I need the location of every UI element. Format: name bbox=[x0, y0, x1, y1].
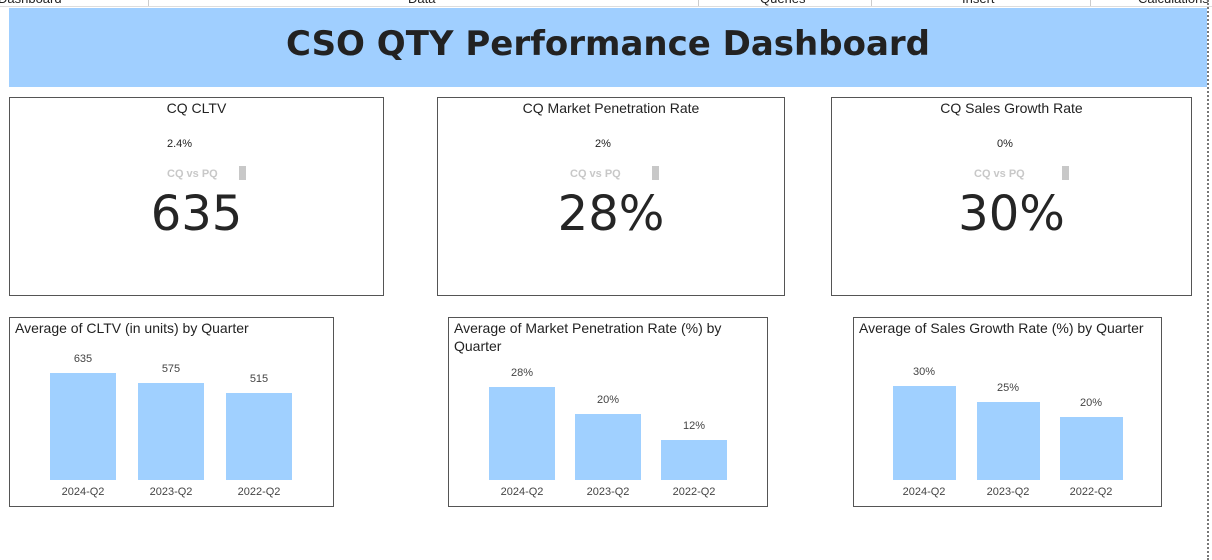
data-label: 28% bbox=[510, 367, 534, 379]
bar bbox=[1059, 417, 1123, 480]
ribbon-tab[interactable]: Data bbox=[408, 0, 435, 6]
bar bbox=[976, 401, 1040, 480]
header: CSO QTY Performance Dashboard bbox=[9, 8, 1207, 87]
data-label: 20% bbox=[596, 393, 620, 406]
bar bbox=[661, 440, 727, 480]
canvas-edge bbox=[1207, 0, 1209, 560]
bar bbox=[489, 387, 555, 480]
kpi-compare-label: CQ vs PQ bbox=[570, 168, 621, 180]
kpi-compare-label: CQ vs PQ bbox=[167, 168, 218, 180]
data-label: 25% bbox=[996, 381, 1020, 394]
ribbon-separator bbox=[871, 0, 872, 6]
data-label: 575 bbox=[161, 363, 181, 376]
x-tick-label: 2024-Q2 bbox=[902, 486, 946, 498]
ribbon-separator bbox=[1090, 0, 1091, 6]
kpi-value: 28% bbox=[557, 186, 665, 242]
kpi-change: 2% bbox=[595, 138, 611, 150]
ribbon-tab[interactable]: Calculations bbox=[1138, 0, 1209, 6]
ribbon: Dashboard Data Queries Insert Calculations bbox=[0, 0, 1212, 7]
kpi-indicator bbox=[239, 166, 246, 180]
bar bbox=[892, 386, 956, 480]
chart-card: Average of Sales Growth Rate (%) by Quar… bbox=[853, 317, 1162, 507]
ribbon-separator bbox=[148, 0, 149, 6]
data-label: 30% bbox=[912, 366, 936, 378]
ribbon-tab[interactable]: Queries bbox=[760, 0, 806, 6]
x-tick-label: 2023-Q2 bbox=[986, 486, 1030, 498]
x-tick-label: 2024-Q2 bbox=[61, 486, 105, 498]
ribbon-separator bbox=[698, 0, 699, 6]
x-tick-label: 2022-Q2 bbox=[672, 486, 716, 498]
ribbon-tab[interactable]: Insert bbox=[962, 0, 995, 6]
data-label: 635 bbox=[73, 353, 93, 365]
kpi-indicator bbox=[1062, 166, 1069, 180]
bar bbox=[575, 413, 641, 480]
x-tick-label: 2022-Q2 bbox=[1069, 486, 1113, 498]
data-label: 515 bbox=[249, 373, 269, 386]
kpi-title: CQ Sales Growth Rate bbox=[940, 100, 1083, 116]
dashboard-title: CSO QTY Performance Dashboard bbox=[285, 24, 930, 64]
bar bbox=[50, 373, 116, 480]
kpi-value: 635 bbox=[150, 186, 243, 242]
kpi-value: 30% bbox=[958, 186, 1065, 242]
kpi-title: CQ CLTV bbox=[166, 100, 227, 116]
kpi-card: CQ CLTV 2.4% CQ vs PQ 635 bbox=[9, 97, 384, 296]
ribbon-tab[interactable]: Dashboard bbox=[0, 0, 62, 6]
chart-card: Average of Market Penetration Rate (%) b… bbox=[448, 317, 768, 507]
kpi-card: CQ Sales Growth Rate 0% CQ vs PQ 30% bbox=[831, 97, 1192, 296]
kpi-title: CQ Market Penetration Rate bbox=[522, 100, 700, 116]
chart-title: Average of CLTV (in units) by Quarter bbox=[15, 320, 249, 336]
chart-title: Average of Sales Growth Rate (%) by Quar… bbox=[859, 320, 1144, 336]
data-label: 12% bbox=[682, 420, 706, 433]
bar bbox=[138, 383, 204, 480]
kpi-compare-label: CQ vs PQ bbox=[974, 168, 1025, 180]
x-tick-label: 2024-Q2 bbox=[500, 486, 544, 498]
kpi-change: 2.4% bbox=[167, 138, 193, 150]
x-tick-label: 2023-Q2 bbox=[586, 486, 630, 498]
data-label: 20% bbox=[1079, 397, 1103, 410]
x-tick-label: 2023-Q2 bbox=[149, 486, 193, 498]
chart-title: Average of Market Penetration Rate (%) b… bbox=[454, 320, 722, 354]
x-tick-label: 2022-Q2 bbox=[237, 486, 281, 498]
kpi-change: 0% bbox=[997, 138, 1013, 150]
bar bbox=[226, 393, 292, 480]
kpi-indicator bbox=[652, 166, 659, 180]
chart-card: Average of CLTV (in units) by Quarter 635… bbox=[9, 317, 334, 507]
kpi-card: CQ Market Penetration Rate 2% CQ vs PQ 28% bbox=[437, 97, 785, 296]
